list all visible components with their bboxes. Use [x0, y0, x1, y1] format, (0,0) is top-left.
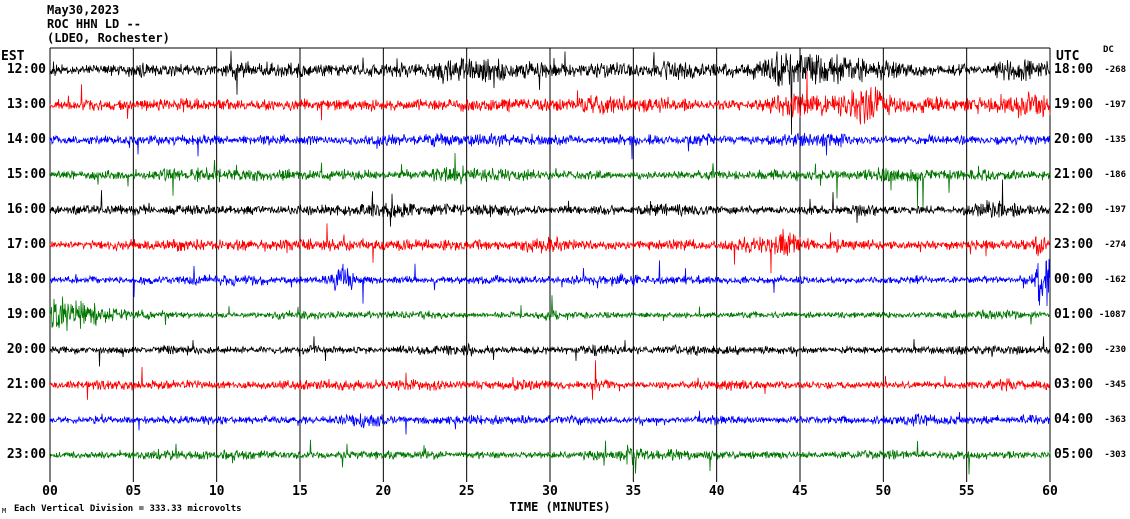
dc-offset-value: -162 [1104, 275, 1126, 285]
seismo-trace-1300 [49, 70, 1051, 125]
x-tick-label: 00 [42, 484, 58, 499]
seismo-trace-1200 [49, 50, 1051, 135]
x-tick-label: 30 [542, 484, 558, 499]
dc-offset-value: -363 [1104, 415, 1126, 425]
vertical-division-note: Each Vertical Division = 333.33 microvol… [14, 504, 242, 514]
seismo-trace-1700 [49, 223, 1051, 274]
x-tick-label: 25 [458, 484, 475, 499]
utc-label: 22:00 [1054, 202, 1094, 217]
est-label: 17:00 [6, 237, 46, 252]
title-network: (LDEO, Rochester) [47, 31, 170, 45]
dc-offset-value: -197 [1104, 205, 1126, 215]
utc-label: 20:00 [1054, 132, 1094, 147]
est-label: 12:00 [6, 62, 46, 77]
x-tick-label: 20 [375, 484, 392, 499]
x-tick-label: 15 [292, 484, 308, 499]
dc-offset-value: -345 [1104, 380, 1126, 390]
est-label: 21:00 [6, 377, 46, 392]
dc-offset-value: -186 [1104, 170, 1126, 180]
x-tick-label: 10 [208, 484, 225, 499]
est-label: 23:00 [6, 447, 46, 462]
utc-label: 03:00 [1054, 377, 1094, 392]
dc-axis-header: DC [1103, 45, 1114, 55]
dc-offset-value: -1087 [1098, 310, 1126, 320]
seismo-trace-1900 [49, 295, 1051, 332]
x-tick-label: 45 [792, 484, 808, 499]
est-label: 13:00 [6, 97, 46, 112]
seismo-trace-1800 [49, 259, 1051, 307]
est-label: 20:00 [6, 342, 46, 357]
seismo-trace-2300 [49, 439, 1051, 475]
est-label: 22:00 [6, 412, 46, 427]
x-tick-label: 50 [875, 484, 892, 499]
est-label: 16:00 [6, 202, 46, 217]
est-label: 19:00 [6, 307, 46, 322]
seismo-trace-2000 [49, 336, 1051, 367]
x-tick-label: 05 [125, 484, 142, 499]
utc-label: 21:00 [1054, 167, 1094, 182]
dc-offset-value: -274 [1104, 240, 1126, 250]
dc-offset-value: -303 [1104, 450, 1126, 460]
utc-label: 01:00 [1054, 307, 1094, 322]
utc-label: 05:00 [1054, 447, 1094, 462]
seismo-trace-1500 [49, 152, 1051, 211]
seismo-trace-1600 [49, 179, 1051, 227]
est-label: 14:00 [6, 132, 46, 147]
dc-offset-value: -135 [1104, 135, 1126, 145]
utc-label: 19:00 [1054, 97, 1094, 112]
x-tick-label: 35 [625, 484, 642, 499]
right-axis-header: UTC [1056, 49, 1080, 64]
title-date: May30,2023 [47, 3, 120, 17]
dc-offset-value: -230 [1104, 345, 1126, 355]
seismo-trace-2200 [49, 410, 1051, 435]
utc-label: 04:00 [1054, 412, 1094, 427]
est-label: 15:00 [6, 167, 46, 182]
seismo-trace-2100 [49, 360, 1051, 400]
x-axis-label: TIME (MINUTES) [509, 500, 611, 514]
est-label: 18:00 [6, 272, 46, 287]
left-axis-header: EST [1, 49, 25, 64]
corner-glyph: M [2, 507, 7, 515]
utc-label: 02:00 [1054, 342, 1094, 357]
seismo-trace-1400 [49, 132, 1051, 160]
x-tick-label: 60 [1042, 484, 1058, 499]
dc-offset-value: -268 [1104, 65, 1126, 75]
dc-offset-value: -197 [1104, 100, 1126, 110]
utc-label: 23:00 [1054, 237, 1094, 252]
x-tick-label: 40 [708, 484, 725, 499]
title-station: ROC HHN LD -- [47, 17, 141, 31]
utc-label: 18:00 [1054, 62, 1094, 77]
utc-label: 00:00 [1054, 272, 1094, 287]
x-tick-label: 55 [958, 484, 975, 499]
